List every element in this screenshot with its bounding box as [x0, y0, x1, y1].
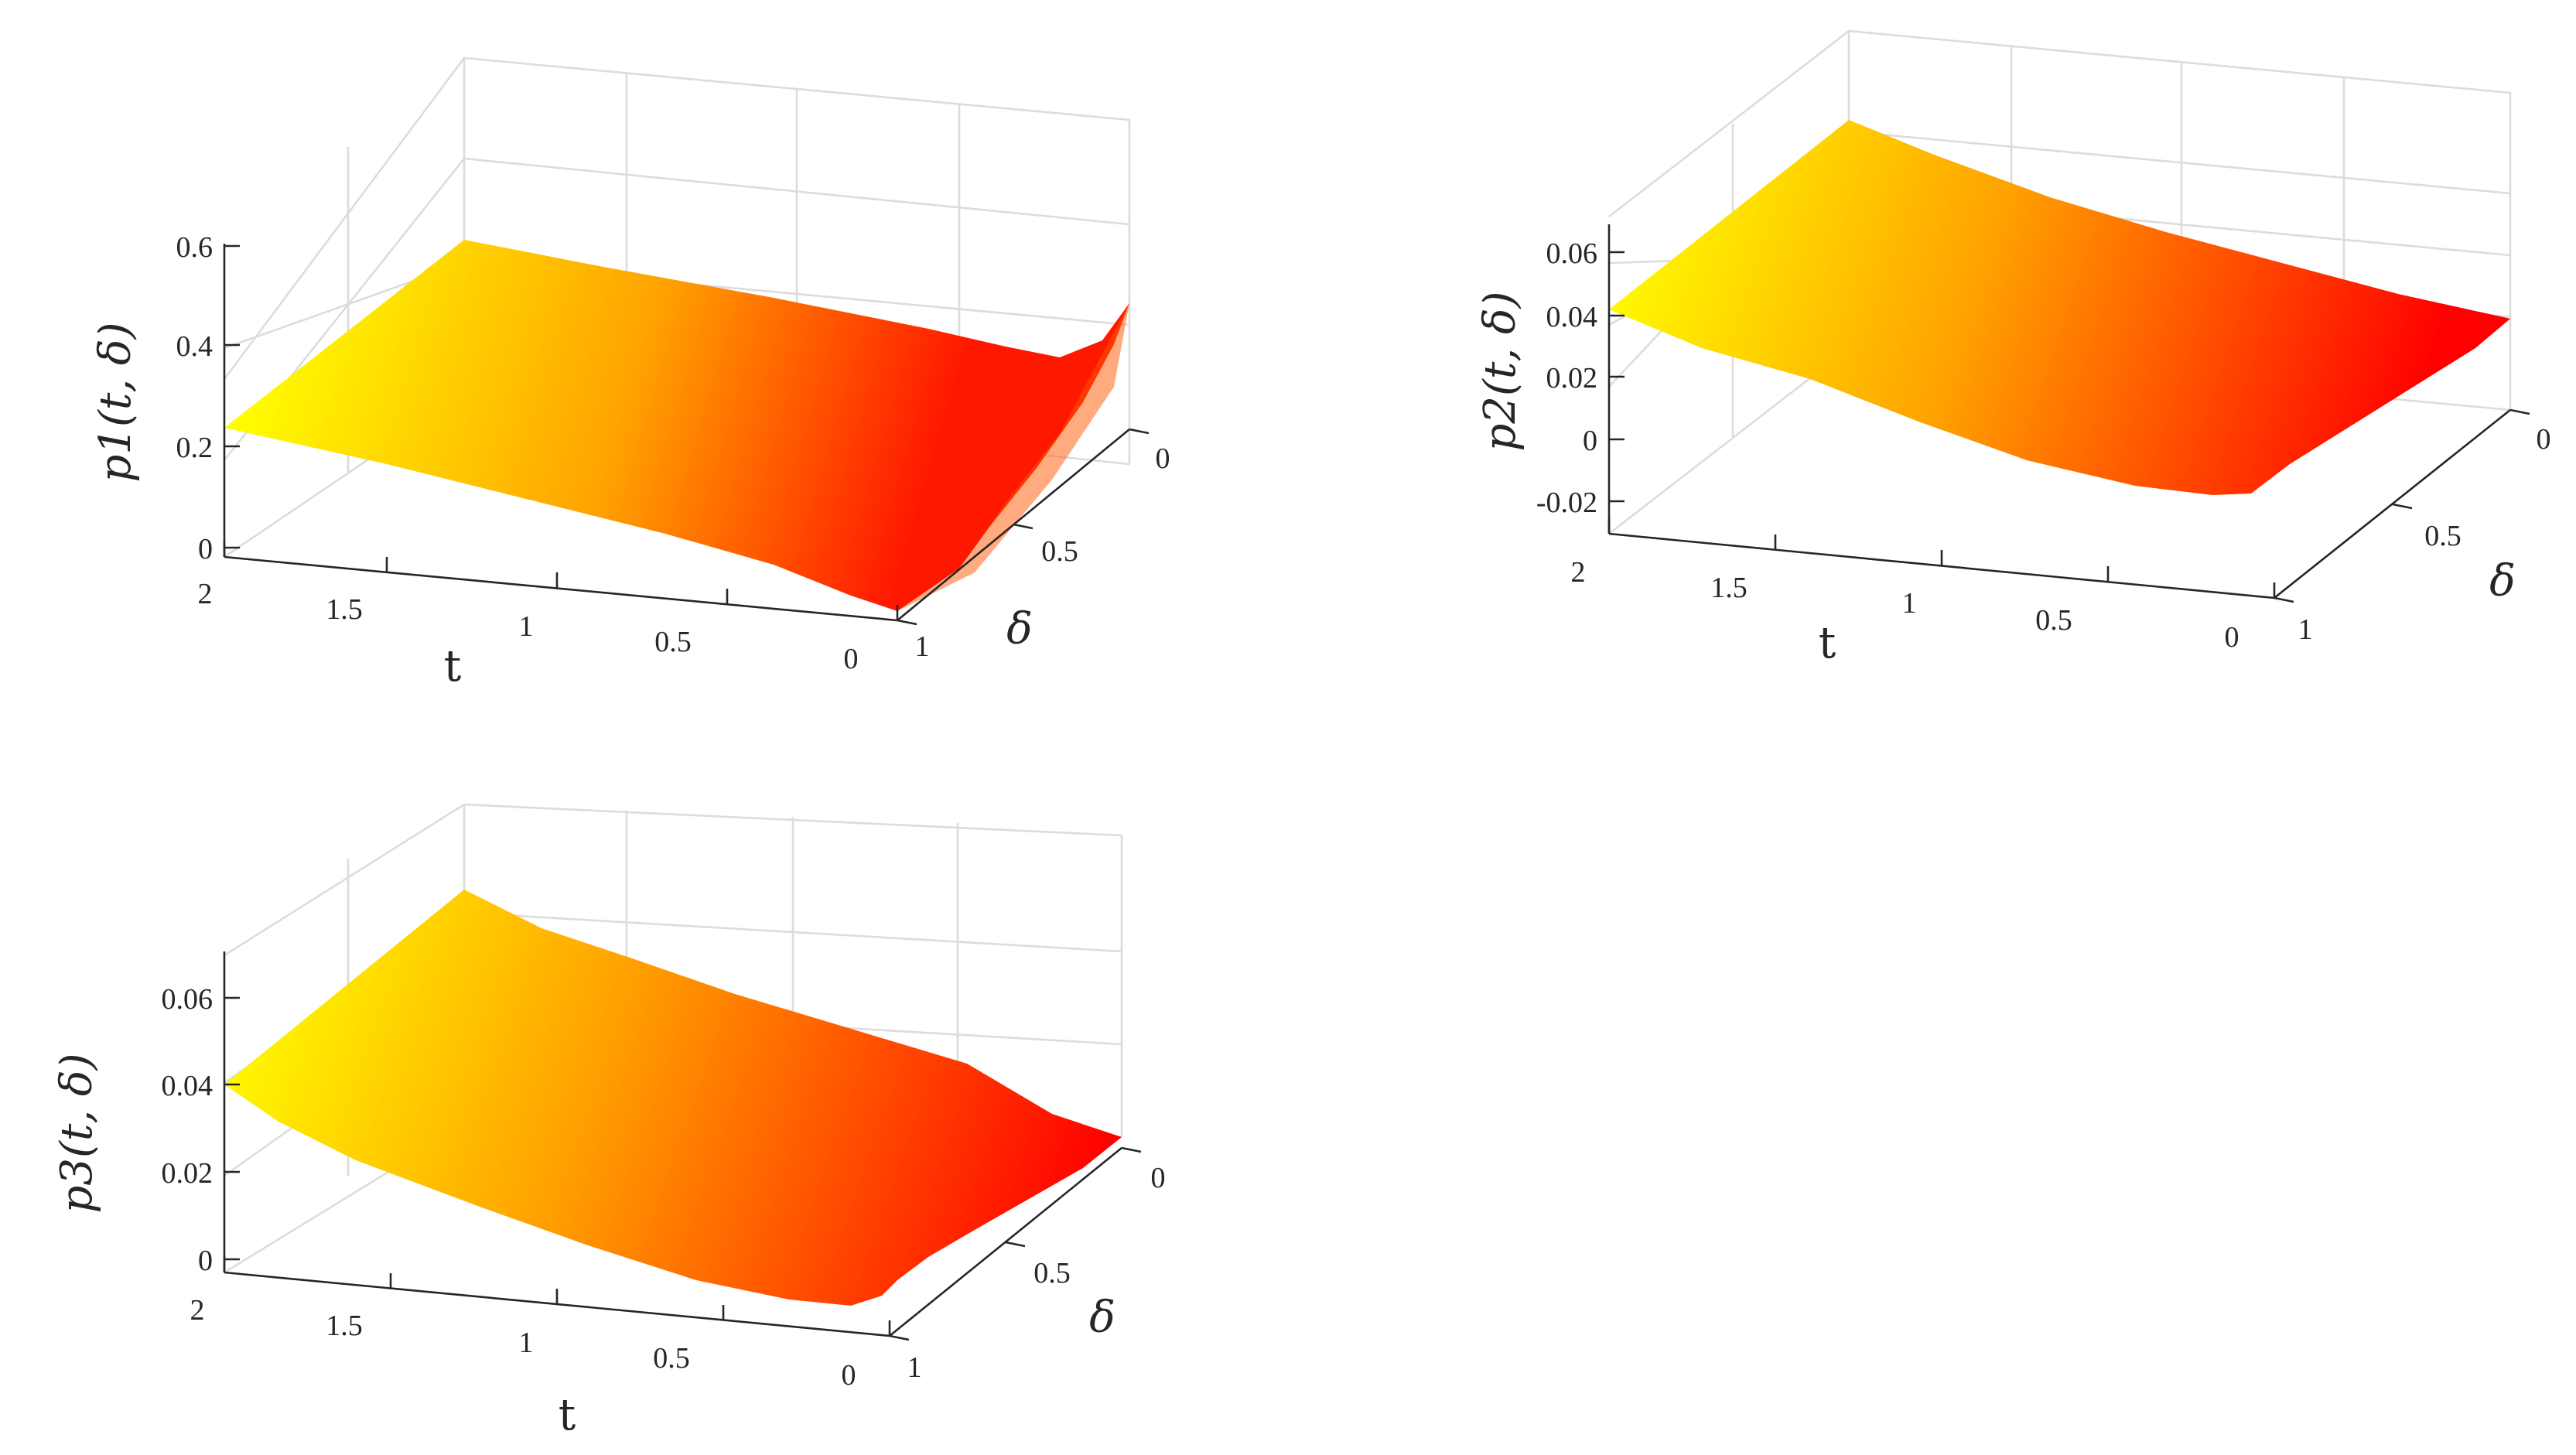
surface-p1 — [224, 240, 1129, 611]
y-axis-label: δ — [2489, 556, 2516, 606]
z-tick: 0.06 — [1546, 237, 1598, 270]
x-axis-label: t — [559, 1390, 576, 1440]
surface-p2 — [1609, 120, 2510, 495]
x-tick: 0 — [842, 1359, 856, 1392]
x-tick: 2 — [1571, 556, 1586, 589]
panel-p2: -0.02 0 0.02 0.04 0.06 2 1.5 1 0.5 0 0 0… — [1475, 29, 2551, 668]
panel-p3: 0 0.02 0.04 0.06 2 1.5 1 0.5 0 0 0.5 1 t… — [52, 803, 1166, 1440]
x-tick: 2 — [190, 1294, 205, 1327]
panel-p1: 0 0.2 0.4 0.6 2 1.5 1 0.5 0 0 0.5 1 t δ … — [91, 56, 1170, 692]
y-tick: 1 — [907, 1351, 922, 1384]
z-axis-label: p3(t, δ) — [52, 1054, 102, 1214]
y-axis-label: δ — [1089, 1293, 1115, 1343]
panel-p2-axes — [1607, 224, 2511, 599]
z-tick: 0.04 — [162, 1070, 214, 1102]
z-tick: 0.02 — [1546, 362, 1598, 394]
z-tick: 0.04 — [1546, 301, 1598, 333]
panel-p3-ticks: 0 0.02 0.04 0.06 2 1.5 1 0.5 0 0 0.5 1 — [162, 983, 1166, 1392]
x-tick: 0.5 — [2035, 604, 2072, 637]
y-tick: 1 — [915, 630, 930, 663]
y-tick: 0 — [1151, 1162, 1166, 1194]
y-tick: 0.5 — [1033, 1257, 1071, 1289]
y-tick: 0.5 — [2424, 520, 2462, 552]
surface-p3 — [224, 890, 1122, 1306]
panel-p2-ticks: -0.02 0 0.02 0.04 0.06 2 1.5 1 0.5 0 0 0… — [1536, 237, 2551, 654]
x-axis-label: t — [1819, 618, 1836, 668]
x-tick: 0.5 — [653, 1342, 690, 1375]
z-axis-label: p1(t, δ) — [91, 323, 141, 483]
z-tick: 0.2 — [176, 432, 214, 464]
z-tick: 0 — [198, 533, 213, 565]
z-tick: 0 — [198, 1245, 213, 1277]
z-tick: 0 — [1583, 425, 1597, 457]
y-axis-label: δ — [1006, 604, 1033, 654]
x-tick: 1.5 — [326, 1310, 363, 1342]
z-tick: 0.06 — [162, 983, 214, 1016]
z-tick: 0.6 — [176, 231, 214, 264]
x-tick: 1 — [519, 1327, 534, 1359]
x-tick: 1.5 — [1710, 572, 1748, 604]
x-tick: 0 — [844, 643, 859, 675]
x-axis-label: t — [444, 641, 462, 692]
y-tick: 1 — [2298, 613, 2313, 646]
x-tick: 1 — [1902, 587, 1917, 620]
x-tick: 2 — [198, 578, 213, 610]
x-tick: 0 — [2225, 621, 2239, 654]
panel-p1-ticks: 0 0.2 0.4 0.6 2 1.5 1 0.5 0 0 0.5 1 — [176, 231, 1170, 675]
y-tick: 0 — [2537, 423, 2551, 456]
z-axis-label: p2(t, δ) — [1475, 292, 1525, 452]
x-tick: 0.5 — [654, 626, 692, 658]
y-tick: 0.5 — [1041, 535, 1078, 568]
z-tick: 0.02 — [162, 1157, 214, 1190]
z-tick: -0.02 — [1536, 487, 1597, 519]
y-tick: 0 — [1156, 442, 1170, 475]
x-tick: 1.5 — [326, 593, 363, 626]
x-tick: 1 — [519, 610, 534, 643]
z-tick: 0.4 — [176, 330, 214, 363]
